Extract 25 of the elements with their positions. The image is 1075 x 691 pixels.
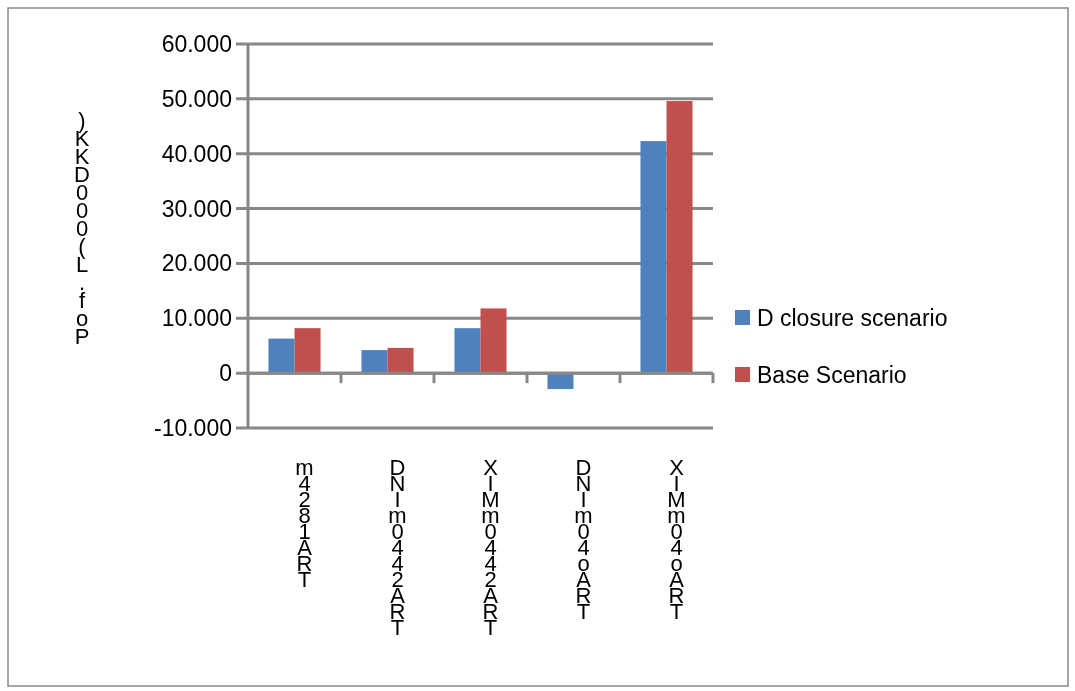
y-tick-label: 40.000 bbox=[161, 140, 232, 167]
bar bbox=[640, 141, 667, 374]
y-axis-title: )KKD000(L.foP bbox=[69, 108, 95, 344]
bar bbox=[361, 350, 388, 374]
x-tick-label: m4281ART bbox=[292, 455, 317, 587]
y-tick-label: 10.000 bbox=[161, 305, 232, 332]
x-tick-label: XIMm0442ART bbox=[478, 455, 503, 635]
y-tick-label: 50.000 bbox=[161, 85, 232, 112]
x-tick-label: XIMm04oART bbox=[664, 455, 689, 619]
legend-label: Base Scenario bbox=[757, 362, 907, 389]
y-tick-label: 60.000 bbox=[161, 31, 232, 58]
bar bbox=[480, 308, 507, 374]
y-tick-label: 0 bbox=[219, 360, 232, 387]
x-tick-label: DNIm0442ART bbox=[385, 455, 410, 635]
bar bbox=[294, 328, 321, 374]
y-tick-label: -10.000 bbox=[153, 415, 232, 442]
legend-label: D closure scenario bbox=[757, 305, 948, 332]
bar bbox=[666, 101, 693, 374]
y-tick-label: 30.000 bbox=[161, 195, 232, 222]
bar bbox=[268, 338, 295, 374]
bar bbox=[387, 347, 414, 374]
x-tick-label: DNIm04oART bbox=[571, 455, 596, 619]
bar bbox=[454, 328, 481, 374]
y-tick-label: 20.000 bbox=[161, 250, 232, 277]
bar bbox=[547, 373, 574, 390]
